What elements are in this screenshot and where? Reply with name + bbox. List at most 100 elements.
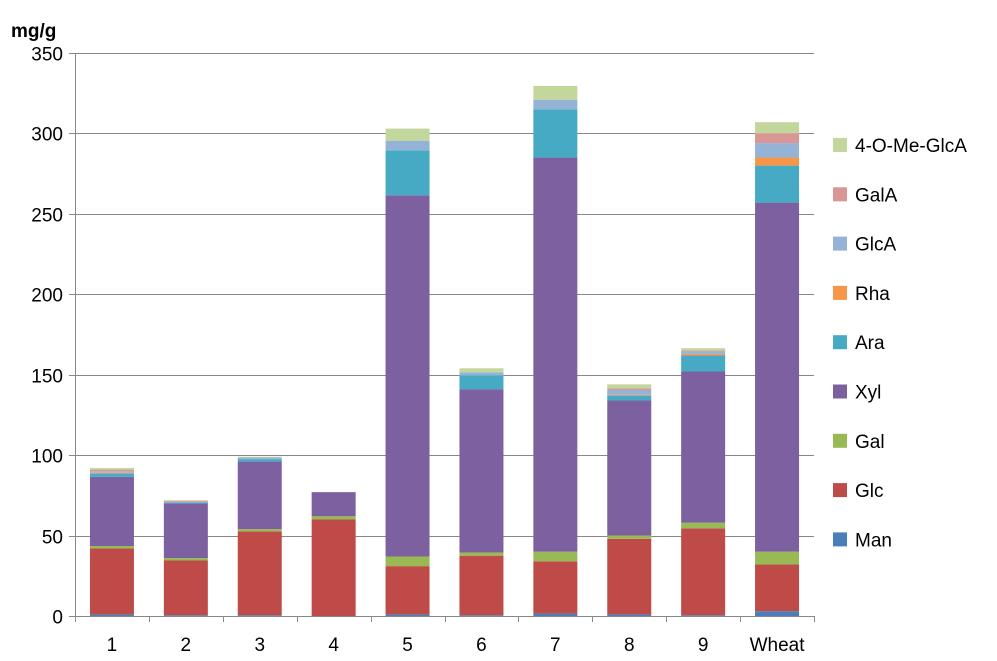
bar-segment xyxy=(607,395,652,401)
bar-segment xyxy=(237,459,282,462)
bar-segment xyxy=(607,384,652,389)
y-axis-title: mg/g xyxy=(11,21,56,42)
y-tick-label: 300 xyxy=(31,125,63,146)
legend-swatch xyxy=(833,335,847,350)
legend-label: GlcA xyxy=(855,235,897,256)
bar-segment xyxy=(681,615,726,616)
bar-segment xyxy=(533,561,578,614)
bar-segment xyxy=(459,615,504,616)
bar-segment xyxy=(89,473,134,477)
bar-segment xyxy=(385,150,430,196)
bar-segment xyxy=(163,500,208,502)
bar-segment xyxy=(459,375,504,390)
y-tick-label: 50 xyxy=(42,528,63,549)
legend-label: 4-O-Me-GlcA xyxy=(855,136,967,157)
bar-segment xyxy=(163,502,208,504)
bar-segment xyxy=(681,353,726,356)
x-tick-label: 4 xyxy=(328,635,339,656)
legend-swatch xyxy=(833,433,847,448)
legend-swatch xyxy=(833,384,847,399)
x-tick-label: 2 xyxy=(181,635,192,656)
y-tick-label: 150 xyxy=(31,367,63,388)
bar-segment xyxy=(163,560,208,616)
bar-segment xyxy=(607,394,652,396)
legend-label: Gal xyxy=(855,432,885,453)
x-tick-label: 7 xyxy=(550,635,561,656)
y-tick-label: 250 xyxy=(31,206,63,227)
bar-segment xyxy=(89,468,134,470)
legend-label: GalA xyxy=(855,185,898,206)
legend-label: Glc xyxy=(855,481,884,502)
bar-segment xyxy=(607,538,652,615)
legend-swatch xyxy=(833,483,847,498)
x-tick-label: 6 xyxy=(476,635,487,656)
bar-segment xyxy=(89,614,134,616)
bar-segment xyxy=(163,501,208,503)
gridlines xyxy=(75,53,814,537)
bar-segment xyxy=(163,500,208,501)
bar-segment xyxy=(755,122,800,134)
y-tick-label: 0 xyxy=(52,608,63,629)
x-tick-label: 1 xyxy=(107,635,118,656)
y-tick-label: 100 xyxy=(31,447,63,468)
bar-segment xyxy=(607,389,652,395)
bar-segment xyxy=(89,548,134,615)
bar-segment xyxy=(385,140,430,151)
bar-segment xyxy=(89,476,134,547)
bar-segment xyxy=(163,503,208,559)
bar-segment xyxy=(755,611,800,616)
bar-segment xyxy=(89,472,134,474)
bar-segment xyxy=(237,529,282,532)
bar-segment xyxy=(385,614,430,616)
bar-segment xyxy=(681,522,726,529)
bar-segment xyxy=(459,368,504,373)
bar-segment xyxy=(681,350,726,352)
y-tick-label: 350 xyxy=(31,45,63,66)
axes: 0 50 100 150 200 250 300 350 1 2 3 4 5 6 7 8 9 Wheat xyxy=(31,45,815,656)
bar-segment xyxy=(681,351,726,354)
bar-segment xyxy=(533,99,578,110)
bar-segment xyxy=(237,531,282,616)
bar-segment xyxy=(533,551,578,562)
bar-segment xyxy=(311,516,356,520)
bar-segment xyxy=(163,558,208,561)
bar-segment xyxy=(89,469,134,472)
legend-swatch xyxy=(833,187,847,202)
bar-segment xyxy=(533,85,578,100)
bar-segment xyxy=(163,615,208,616)
y-tick-label: 200 xyxy=(31,286,63,307)
bar-segment xyxy=(755,165,800,203)
bar-segment xyxy=(89,546,134,549)
bar-segment xyxy=(459,389,504,553)
x-tick-label: 5 xyxy=(402,635,413,656)
legend-swatch xyxy=(833,532,847,547)
bar-segment xyxy=(755,202,800,552)
x-tick-label: Wheat xyxy=(750,635,806,656)
bar-segment xyxy=(459,555,504,616)
bar-segment xyxy=(237,456,282,458)
bar-segment xyxy=(681,371,726,523)
legend-swatch xyxy=(833,285,847,300)
x-tick-label: 9 xyxy=(698,635,709,656)
bar-segment xyxy=(755,143,800,158)
bar-segment xyxy=(385,556,430,567)
bar-segment xyxy=(755,551,800,565)
bar-segment xyxy=(89,471,134,473)
bar-segment xyxy=(755,157,800,166)
legend-swatch xyxy=(833,138,847,152)
bar-segment xyxy=(385,195,430,557)
bar-segment xyxy=(237,615,282,616)
legend-label: Rha xyxy=(855,284,890,305)
bar-segment xyxy=(237,457,282,460)
bar-segment xyxy=(385,566,430,615)
bar-segment xyxy=(533,109,578,158)
bar-segment xyxy=(681,528,726,616)
legend-label: Xyl xyxy=(855,383,881,404)
legend: 4-O-Me-GlcA GalA GlcA Rha Ara Xyl Gal Glc Man xyxy=(833,136,967,551)
bar-segment xyxy=(385,128,430,141)
bar-segment xyxy=(459,552,504,556)
bar-segment xyxy=(459,372,504,376)
bars xyxy=(89,85,800,616)
legend-label: Man xyxy=(855,530,892,551)
